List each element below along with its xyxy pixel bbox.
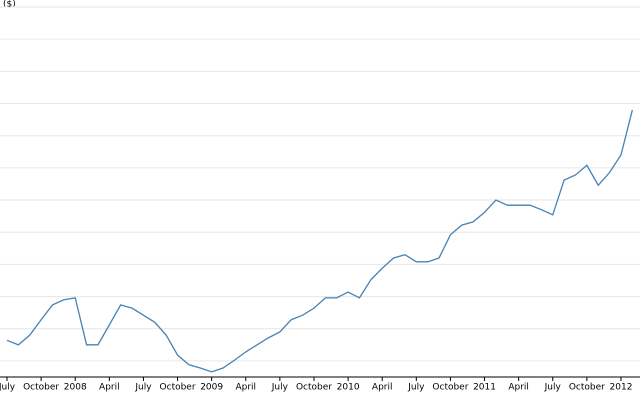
x-tick-label: April — [508, 383, 529, 393]
x-tick-label: 2012 — [610, 383, 633, 393]
x-tick-label: October — [432, 383, 468, 393]
x-tick-label: October — [23, 383, 59, 393]
x-tick-label: 2010 — [337, 383, 360, 393]
x-tick-label: April — [99, 383, 120, 393]
x-tick-label: October — [296, 383, 332, 393]
x-tick-label: July — [0, 383, 16, 393]
x-tick-label: April — [372, 383, 393, 393]
x-tick-label: October — [569, 383, 605, 393]
x-tick-label: 2011 — [473, 383, 496, 393]
y-axis-label: ($) — [3, 0, 16, 10]
x-tick-label: October — [160, 383, 196, 393]
x-tick-label: July — [544, 383, 562, 393]
x-tick-label: April — [235, 383, 256, 393]
price-line — [6, 109, 633, 373]
x-tick-label: July — [271, 383, 289, 393]
x-tick-label: July — [134, 383, 152, 393]
x-tick-label: 2009 — [200, 383, 223, 393]
x-tick-label: 2008 — [64, 383, 87, 393]
x-tick-label: July — [407, 383, 425, 393]
